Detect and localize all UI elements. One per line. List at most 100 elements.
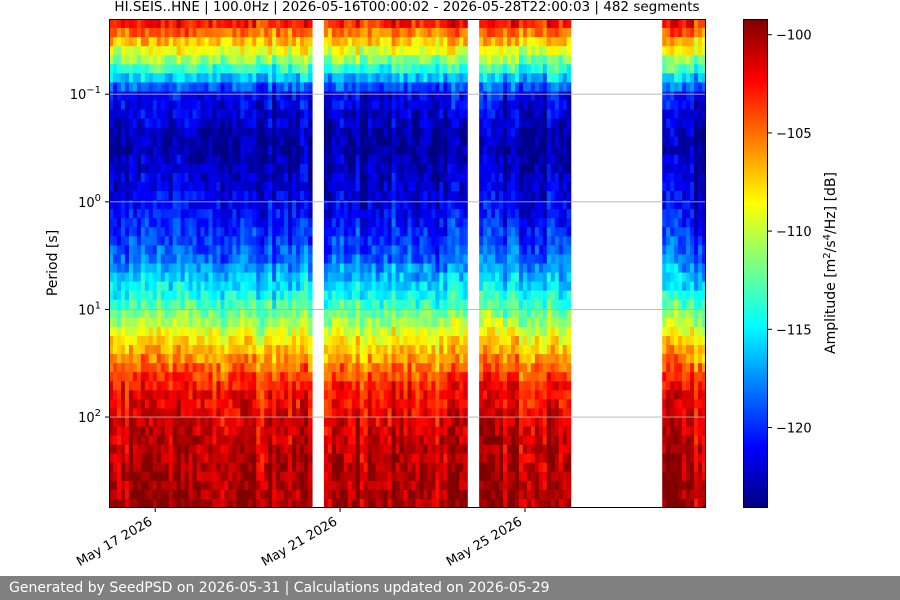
spectrogram-cell [331, 453, 337, 464]
spectrogram-cell [280, 453, 285, 464]
spectrogram-cell [419, 55, 425, 65]
spectrogram-cell [407, 453, 413, 464]
spectrogram-cell [192, 317, 198, 328]
spectrogram-cell [184, 19, 190, 29]
spectrogram-cell [331, 145, 337, 156]
spectrogram-cell [459, 390, 464, 400]
spectrogram-cell [164, 399, 170, 409]
spectrogram-cell [387, 154, 393, 165]
spectrogram-cell [427, 82, 432, 93]
spectrogram-cell [387, 109, 393, 120]
spectrogram-cell [288, 489, 293, 500]
spectrogram-cell [180, 154, 186, 165]
spectrogram-cell [260, 154, 265, 165]
spectrogram-cell [204, 209, 210, 219]
spectrogram-cell [491, 408, 496, 419]
spectrogram-cell [463, 191, 468, 201]
spectrogram-cell [419, 118, 425, 129]
spectrogram-cell [323, 55, 329, 65]
spectrogram-cell [415, 154, 421, 165]
spectrogram-cell [399, 218, 405, 228]
spectrogram-cell [240, 209, 245, 219]
spectrogram-cell [419, 263, 425, 274]
spectrogram-cell [339, 109, 345, 120]
spectrogram-cell [367, 236, 373, 246]
spectrogram-cell [304, 55, 309, 65]
spectrogram-cell [256, 163, 261, 174]
spectrogram-cell [367, 317, 373, 328]
spectrogram-cell [128, 46, 134, 56]
spectrogram-cell [140, 417, 146, 428]
spectrogram-cell [292, 55, 297, 65]
spectrogram-cell [451, 417, 456, 428]
spectrogram-cell [264, 227, 269, 237]
spectrogram-cell [479, 444, 484, 455]
spectrogram-cell [304, 308, 309, 319]
spectrogram-cell [112, 46, 118, 56]
spectrogram-cell [415, 326, 421, 337]
spectrogram-cell [296, 326, 301, 337]
spectrogram-cell [156, 145, 162, 156]
spectrogram-cell [375, 317, 381, 328]
spectrogram-cell [172, 263, 178, 274]
spectrogram-cell [216, 100, 222, 111]
spectrogram-cell [140, 498, 146, 508]
spectrogram-cell [296, 308, 301, 319]
spectrogram-cell [407, 381, 413, 391]
spectrogram-cell [379, 489, 385, 500]
spectrogram-cell [479, 408, 484, 419]
spectrogram-cell [116, 345, 122, 355]
spectrogram-cell [351, 363, 357, 373]
spectrogram-cell [272, 191, 277, 201]
spectrogram-cell [200, 372, 206, 382]
spectrogram-cell [184, 145, 190, 156]
spectrogram-cell [244, 471, 249, 482]
spectrogram-cell [371, 444, 377, 455]
spectrogram-cell [172, 326, 178, 337]
spectrogram-cell [443, 435, 448, 446]
spectrogram-cell [204, 73, 210, 83]
spectrogram-cell [363, 308, 369, 319]
spectrogram-cell [479, 308, 484, 319]
spectrogram-cell [208, 19, 214, 29]
spectrogram-cell [399, 82, 405, 93]
spectrogram-cell [284, 498, 289, 508]
spectrogram-cell [379, 435, 385, 446]
spectrogram-cell [168, 444, 174, 455]
spectrogram-cell [224, 435, 229, 446]
spectrogram-cell [272, 399, 277, 409]
spectrogram-cell [355, 489, 361, 500]
spectrogram-cell [184, 417, 190, 428]
spectrogram-cell [280, 209, 285, 219]
spectrogram-cell [423, 218, 428, 228]
spectrogram-cell [431, 172, 436, 183]
spectrogram-cell [359, 236, 365, 246]
spectrogram-cell [192, 245, 198, 256]
spectrogram-cell [244, 272, 249, 283]
spectrogram-cell [232, 335, 237, 346]
spectrogram-cell [288, 381, 293, 391]
spectrogram-cell [331, 64, 337, 74]
spectrogram-cell [483, 236, 488, 246]
spectrogram-cell [208, 453, 214, 464]
spectrogram-cell [224, 200, 229, 210]
spectrogram-cell [168, 82, 174, 93]
spectrogram-cell [152, 471, 158, 482]
spectrogram-cell [236, 299, 241, 310]
spectrogram-cell [495, 272, 500, 283]
spectrogram-cell [447, 281, 452, 292]
spectrogram-cell [455, 372, 460, 382]
spectrogram-cell [172, 227, 178, 237]
spectrogram-cell [236, 145, 241, 156]
spectrogram-cell [443, 46, 448, 56]
spectrogram-cell [156, 363, 162, 373]
spectrogram-cell [375, 136, 381, 147]
spectrogram-cell [112, 182, 118, 192]
spectrogram-cell [276, 100, 281, 111]
spectrogram-cell [335, 489, 341, 500]
spectrogram-cell [284, 191, 289, 201]
spectrogram-cell [212, 254, 218, 265]
spectrogram-cell [395, 136, 401, 147]
spectrogram-cell [308, 182, 313, 192]
spectrogram-cell [196, 82, 202, 93]
